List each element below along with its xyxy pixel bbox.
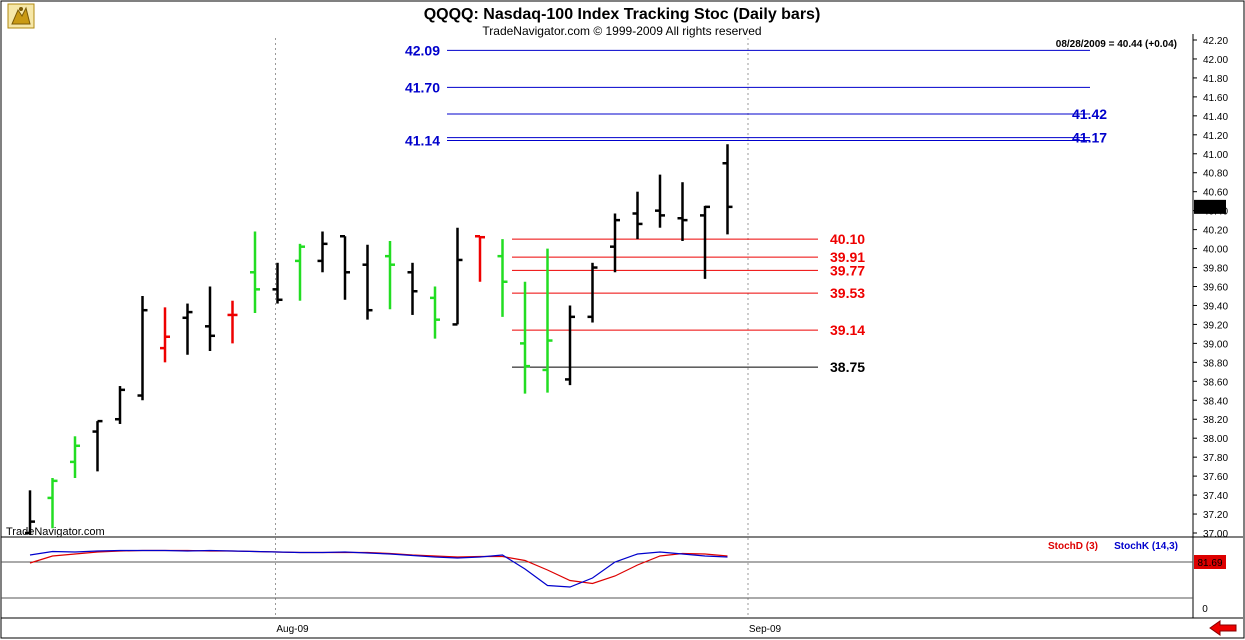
level-label: 42.09 xyxy=(405,42,440,58)
y-tick-label: 37.60 xyxy=(1203,472,1228,483)
ohlc-bar xyxy=(182,303,193,355)
price-levels: 42.09 41.70 41.42 41.17 41.14 40.10 39.9139.77… xyxy=(405,42,1107,375)
ohlc-bar xyxy=(340,235,350,300)
level-label: 39.14 xyxy=(830,322,865,338)
ohlc-bars xyxy=(25,144,733,535)
vertical-gridlines xyxy=(275,38,749,618)
last-price-marker: 40.44 xyxy=(1194,199,1226,214)
ohlc-bar xyxy=(475,235,485,282)
date-axis: Aug-09 Sep-09 xyxy=(276,624,781,635)
ohlc-bar xyxy=(70,436,80,479)
stoch-zero-label: 0 xyxy=(1202,604,1208,615)
ohlc-bar xyxy=(610,213,620,273)
chart-title: QQQQ: Nasdaq-100 Index Tracking Stoc (Da… xyxy=(424,6,821,23)
ohlc-bar xyxy=(385,240,395,310)
ohlc-bar xyxy=(587,262,598,323)
ohlc-bar xyxy=(92,419,103,472)
y-tick-label: 41.20 xyxy=(1203,131,1228,142)
y-tick-label: 41.40 xyxy=(1203,112,1228,123)
ohlc-bar xyxy=(700,205,710,279)
ohlc-bar xyxy=(452,227,463,326)
y-tick-label: 38.00 xyxy=(1203,434,1228,445)
level-label: 38.75 xyxy=(830,359,865,375)
ohlc-bar xyxy=(317,231,328,273)
stoch-last-box xyxy=(1194,555,1226,569)
y-tick-label: 37.40 xyxy=(1203,491,1228,502)
level-label: 41.70 xyxy=(405,79,440,95)
level-label: 41.14 xyxy=(405,132,440,148)
y-tick-label: 39.00 xyxy=(1203,339,1228,350)
x-tick-label: Sep-09 xyxy=(749,624,782,635)
x-tick-label: Aug-09 xyxy=(276,624,309,635)
y-tick-label: 42.20 xyxy=(1203,36,1228,47)
stoch-d-line xyxy=(29,549,728,585)
ohlc-bar xyxy=(160,307,170,363)
tradenavigator-logo-icon xyxy=(7,3,35,29)
chart-subtitle: TradeNavigator.com © 1999-2009 All right… xyxy=(482,24,761,38)
last-price-label: 40.44 xyxy=(1197,203,1222,214)
y-tick-label: 38.60 xyxy=(1203,377,1228,388)
watermark: TradeNavigator.com xyxy=(6,526,105,538)
ohlc-bar xyxy=(520,281,530,394)
ohlc-bar xyxy=(407,262,418,315)
ohlc-bar xyxy=(632,191,643,240)
ohlc-bar xyxy=(115,386,125,424)
ohlc-bar xyxy=(655,174,665,228)
y-tick-label: 41.80 xyxy=(1203,74,1228,85)
last-bar-info: 08/28/2009 = 40.44 (+0.04) xyxy=(1056,39,1177,50)
y-tick-label: 41.60 xyxy=(1203,93,1228,104)
y-tick-label: 39.60 xyxy=(1203,283,1228,294)
y-tick-label: 40.80 xyxy=(1203,169,1228,180)
y-tick-label: 38.40 xyxy=(1203,396,1228,407)
level-label: 39.53 xyxy=(830,285,865,301)
y-tick-label: 39.20 xyxy=(1203,320,1228,331)
y-tick-label: 37.00 xyxy=(1203,529,1228,540)
ohlc-bar xyxy=(137,295,148,401)
stoch-d-label: StochD (3) xyxy=(1048,541,1098,552)
ohlc-bar xyxy=(272,262,283,304)
ohlc-bar xyxy=(47,478,58,529)
ohlc-bar xyxy=(677,182,688,241)
y-tick-label: 40.00 xyxy=(1203,245,1228,256)
y-tick-label: 41.00 xyxy=(1203,150,1228,161)
y-tick-label: 37.80 xyxy=(1203,453,1228,464)
level-label: 40.10 xyxy=(830,231,865,247)
ohlc-bar xyxy=(295,243,305,301)
level-label: 39.77 xyxy=(830,262,865,278)
ohlc-bar xyxy=(250,231,260,314)
stoch-k-label: StochK (14,3) xyxy=(1114,541,1178,552)
ohlc-bar xyxy=(497,239,508,317)
ohlc-bar xyxy=(227,300,238,344)
ohlc-bar xyxy=(722,144,733,235)
scroll-left-arrow-icon[interactable] xyxy=(1209,620,1237,636)
ohlc-bar xyxy=(565,305,575,386)
y-tick-label: 37.20 xyxy=(1203,510,1228,521)
ohlc-bar xyxy=(362,244,373,320)
y-tick-label: 39.40 xyxy=(1203,301,1228,312)
stochastic-panel: StochD (3) StochK (14,3) 81.69 0 xyxy=(1,541,1226,615)
y-tick-label: 39.80 xyxy=(1203,264,1228,275)
level-label: 41.17 xyxy=(1072,130,1107,146)
stoch-k-line xyxy=(29,549,728,588)
level-label: 41.42 xyxy=(1072,106,1107,122)
price-axis: 37.00 37.20 37.40 37.60 37.80 38.00 38.20 38.40… xyxy=(1193,36,1228,540)
y-tick-label: 40.20 xyxy=(1203,226,1228,237)
y-tick-label: 38.80 xyxy=(1203,358,1228,369)
level-label: 39.91 xyxy=(830,249,865,265)
y-tick-label: 40.60 xyxy=(1203,188,1228,199)
y-tick-label: 38.20 xyxy=(1203,415,1228,426)
ohlc-bar xyxy=(430,286,440,339)
y-tick-label: 42.00 xyxy=(1203,55,1228,66)
stoch-last-value: 81.69 xyxy=(1197,558,1222,569)
ohlc-bar xyxy=(25,490,35,535)
ohlc-bar xyxy=(542,248,553,393)
ohlc-bar xyxy=(205,286,215,351)
